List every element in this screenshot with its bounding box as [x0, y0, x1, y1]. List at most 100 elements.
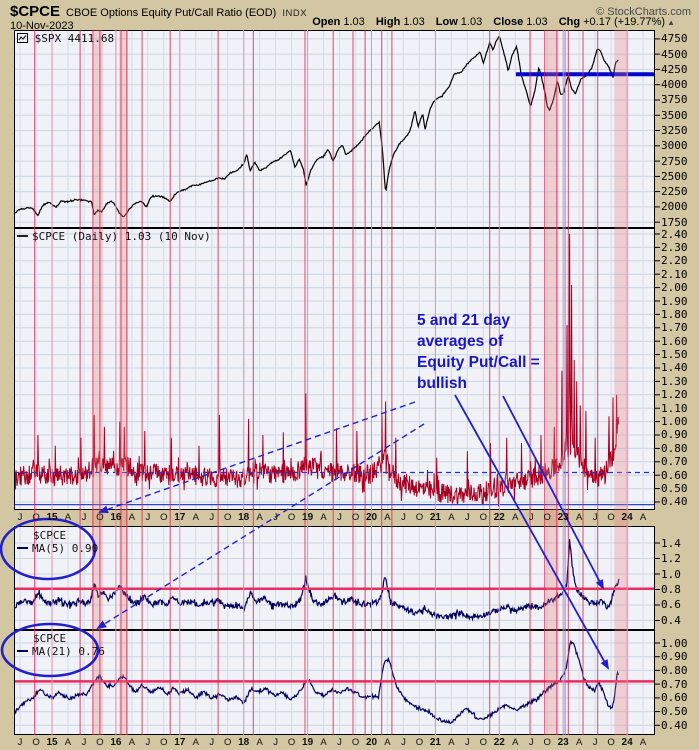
- ma21-series-swatch: [17, 650, 28, 652]
- y-axis-tick-label: 1.90: [661, 294, 688, 308]
- ma21-legend: MA(21) 0.76: [17, 645, 105, 658]
- y-axis-tick-label: 0.60: [661, 468, 688, 482]
- y-axis-tick-label: 3500: [661, 108, 688, 122]
- y-axis-tick-label: 1.10: [661, 401, 688, 415]
- y-axis-tick-label: 0.50: [661, 705, 688, 719]
- x-axis-tick-label: A: [192, 512, 199, 523]
- x-axis-tick-label: A: [512, 737, 519, 748]
- x-axis-tick-label: O: [224, 512, 232, 523]
- y-axis-tick-label: 2500: [661, 169, 688, 183]
- y-axis-tick-label: 1.40: [661, 361, 688, 375]
- y-axis-tick-label: 0.60: [661, 691, 688, 705]
- annotation-line: 5 and 21 day: [417, 312, 511, 329]
- spx-price-panel: [14, 30, 655, 228]
- x-axis-tick-label: 23: [557, 737, 569, 748]
- x-axis-tick-label: O: [415, 512, 424, 523]
- ma5-legend-text: MA(5) 0.90: [32, 542, 99, 555]
- x-axis-tick-label: J: [209, 737, 215, 748]
- x-axis-tick-label: O: [96, 737, 104, 748]
- x-axis-tick-label: A: [192, 737, 199, 748]
- open-value: 1.03: [343, 16, 365, 28]
- x-axis-tick-label: J: [209, 512, 215, 523]
- stockcharts-credit: © StockCharts.com: [596, 6, 691, 18]
- x-axis-tick-label: A: [576, 737, 583, 748]
- cpce-series-swatch: [17, 235, 28, 237]
- x-axis-tick-label: O: [479, 512, 488, 523]
- x-axis-tick-label: 21: [429, 737, 441, 748]
- x-axis-tick-label: A: [639, 512, 647, 523]
- x-axis-tick-label: J: [464, 512, 470, 523]
- x-axis-tick-label: A: [128, 737, 136, 748]
- x-axis-tick-label: 22: [493, 512, 505, 523]
- y-axis-tick-label: 0.90: [661, 650, 688, 664]
- x-axis-tick-label: 16: [110, 737, 122, 748]
- y-axis-tick-label: 1.20: [661, 388, 688, 402]
- y-axis-tick-label: 1.4: [661, 536, 681, 550]
- x-axis-tick-label: J: [592, 512, 598, 523]
- x-axis-tick-label: J: [337, 512, 342, 523]
- x-axis-tick-label: 18: [238, 737, 250, 748]
- x-axis-tick-label: 23: [557, 512, 569, 523]
- x-axis-tick-label: A: [384, 512, 391, 523]
- y-axis-tick-label: 4000: [661, 78, 688, 92]
- x-axis-tick-label: 16: [110, 512, 122, 523]
- x-axis-tick-label: O: [479, 737, 488, 748]
- y-axis-tick-label: 0.80: [661, 441, 688, 455]
- y-axis-tick-label: 3250: [661, 124, 688, 138]
- x-axis-tick-label: 22: [493, 737, 505, 748]
- ma21-legend-text: MA(21) 0.76: [32, 645, 105, 658]
- cpce-ma21-panel: [14, 630, 655, 735]
- x-axis-tick-label: J: [145, 512, 151, 523]
- y-axis-tick-label: 3750: [661, 93, 688, 107]
- x-axis-tick-label: J: [273, 512, 279, 523]
- cpce-legend-text: $CPCE (Daily) 1.03 (10 Nov): [32, 230, 211, 243]
- y-axis-tick-label: 4750: [661, 32, 688, 46]
- y-axis-tick-label: 0.70: [661, 677, 688, 691]
- y-axis-tick-label: 2.20: [661, 254, 688, 268]
- cpce-ma5-panel: [14, 526, 655, 630]
- annotation-line: averages of: [417, 333, 504, 350]
- x-axis-tick-label: J: [401, 512, 406, 523]
- spx-legend-text: $SPX 4411.68: [34, 32, 115, 45]
- x-axis-tick-label: O: [543, 512, 551, 523]
- x-axis-tick-label: J: [401, 737, 406, 748]
- y-axis-tick-label: 3000: [661, 139, 688, 153]
- open-label: Open: [312, 16, 341, 28]
- annotation-text: 5 and 21 day averages of Equity Put/Call…: [417, 310, 587, 394]
- y-axis-tick-label: 0.70: [661, 455, 688, 469]
- y-axis-tick-label: 1.0: [661, 567, 681, 581]
- y-axis-tick-label: 2.30: [661, 240, 688, 254]
- x-axis-tick-label: 17: [174, 737, 186, 748]
- x-axis-tick-label: 21: [429, 512, 441, 523]
- close-label: Close: [493, 16, 524, 28]
- close-value: 1.03: [526, 16, 548, 28]
- annotation-line: bullish: [417, 375, 467, 392]
- x-axis-tick-label: A: [320, 737, 327, 748]
- x-axis-tick-label: 24: [621, 737, 633, 748]
- ma5-symbol: $CPCE: [33, 529, 66, 542]
- y-axis-tick-label: 0.4: [661, 613, 681, 627]
- low-value: 1.03: [460, 16, 483, 28]
- y-axis-tick-label: 1.00: [661, 415, 688, 429]
- x-axis-tick-label: 20: [365, 737, 378, 748]
- security-name: CBOE Options Equity Put/Call Ratio (EOD): [66, 7, 277, 19]
- ma21-symbol: $CPCE: [33, 632, 66, 645]
- y-axis-tick-label: 0.40: [661, 718, 688, 732]
- x-axis-tick-label: A: [448, 737, 455, 748]
- x-axis-tick-label: 19: [302, 512, 314, 523]
- ticker-symbol: $CPCE: [10, 3, 61, 20]
- y-axis-tick-label: 0.80: [661, 663, 688, 677]
- y-axis-tick-label: 4250: [661, 62, 688, 76]
- y-axis-tick-label: 1.30: [661, 374, 688, 388]
- chart-header: $CPCE CBOE Options Equity Put/Call Ratio …: [10, 3, 693, 21]
- y-axis-tick-label: 2750: [661, 154, 688, 168]
- high-label: High: [375, 16, 401, 28]
- x-axis-tick-label: O: [224, 737, 232, 748]
- quote-values: Open 1.03 High 1.03 Low 1.03 Close 1.03 Chg +…: [304, 16, 675, 28]
- x-axis-tick-label: A: [256, 737, 263, 748]
- y-axis-tick-label: 0.90: [661, 428, 688, 442]
- x-axis-tick-label: J: [17, 737, 23, 748]
- y-axis-tick-label: 1.70: [661, 321, 688, 335]
- x-axis-tick-label: A: [448, 512, 455, 523]
